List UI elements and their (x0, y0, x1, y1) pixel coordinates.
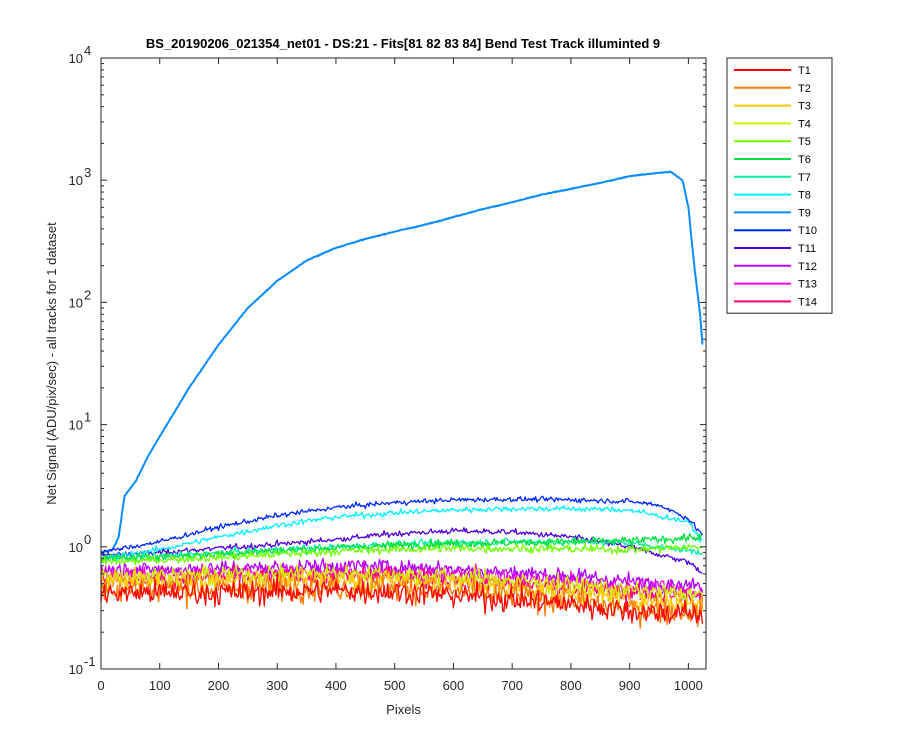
legend-label-t9: T9 (798, 207, 811, 219)
y-tick-label-exponent: 3 (84, 165, 91, 180)
x-tick-label: 600 (443, 678, 465, 693)
y-tick-label-base: 10 (69, 173, 83, 188)
legend-label-t10: T10 (798, 225, 817, 237)
legend-label-t2: T2 (798, 83, 811, 95)
y-tick-label-exponent: 2 (84, 287, 91, 302)
x-tick-label: 500 (384, 678, 406, 693)
y-tick-label-exponent: 1 (84, 410, 91, 425)
y-tick-label-exponent: -1 (84, 654, 96, 669)
x-tick-label: 400 (325, 678, 347, 693)
plot-area: 0 100 200 300 400 500 600 700 800 900 100010-11001… (69, 43, 707, 693)
legend-label-t5: T5 (798, 136, 811, 148)
y-axis-label: Net Signal (ADU/pix/sec) - all tracks fo… (44, 222, 59, 505)
legend: T1 T2 T3 T4 T5 T6 T7 T8 T9 T10 T11 T12 T13 T14 (726, 57, 833, 314)
x-tick-label: 900 (619, 678, 641, 693)
legend-label-t3: T3 (798, 101, 811, 113)
y-tick-label-exponent: 0 (84, 532, 91, 547)
legend-label-t6: T6 (798, 154, 811, 166)
legend-label-t7: T7 (798, 172, 811, 184)
legend-label-t13: T13 (798, 279, 817, 291)
x-tick-label: 100 (149, 678, 171, 693)
series-line-t8 (100, 504, 703, 559)
y-tick-label-base: 10 (69, 540, 83, 555)
x-tick-label: 0 (97, 678, 104, 693)
legend-label-t8: T8 (798, 190, 811, 202)
y-tick-label-base: 10 (69, 51, 83, 66)
series-layer (100, 170, 704, 629)
y-tick-label-exponent: 4 (84, 43, 91, 58)
legend-box (726, 57, 833, 314)
y-tick-label-base: 10 (69, 662, 83, 677)
chart-title: BS_20190206_021354_net01 - DS:21 - Fits[… (146, 36, 660, 51)
legend-label-t14: T14 (798, 296, 817, 308)
y-tick-label-base: 10 (69, 418, 83, 433)
x-tick-label: 1000 (674, 678, 703, 693)
x-tick-label: 700 (501, 678, 523, 693)
x-tick-label: 800 (560, 678, 582, 693)
x-tick-label: 200 (208, 678, 230, 693)
legend-label-t11: T11 (798, 243, 816, 255)
series-line-t1 (100, 572, 704, 625)
legend-label-t12: T12 (798, 261, 817, 273)
legend-label-t4: T4 (798, 118, 811, 130)
series-line-t10 (100, 495, 704, 555)
series-line-t6 (100, 532, 703, 564)
y-tick-label-base: 10 (69, 295, 83, 310)
ticks-layer: 0 100 200 300 400 500 600 700 800 900 100010-11001… (69, 43, 706, 693)
series-line-t9 (100, 170, 704, 554)
x-axis-label: Pixels (386, 702, 421, 717)
x-tick-label: 300 (266, 678, 288, 693)
plot-frame (100, 57, 707, 670)
series-line-t5 (100, 543, 703, 566)
legend-label-t1: T1 (798, 65, 811, 77)
